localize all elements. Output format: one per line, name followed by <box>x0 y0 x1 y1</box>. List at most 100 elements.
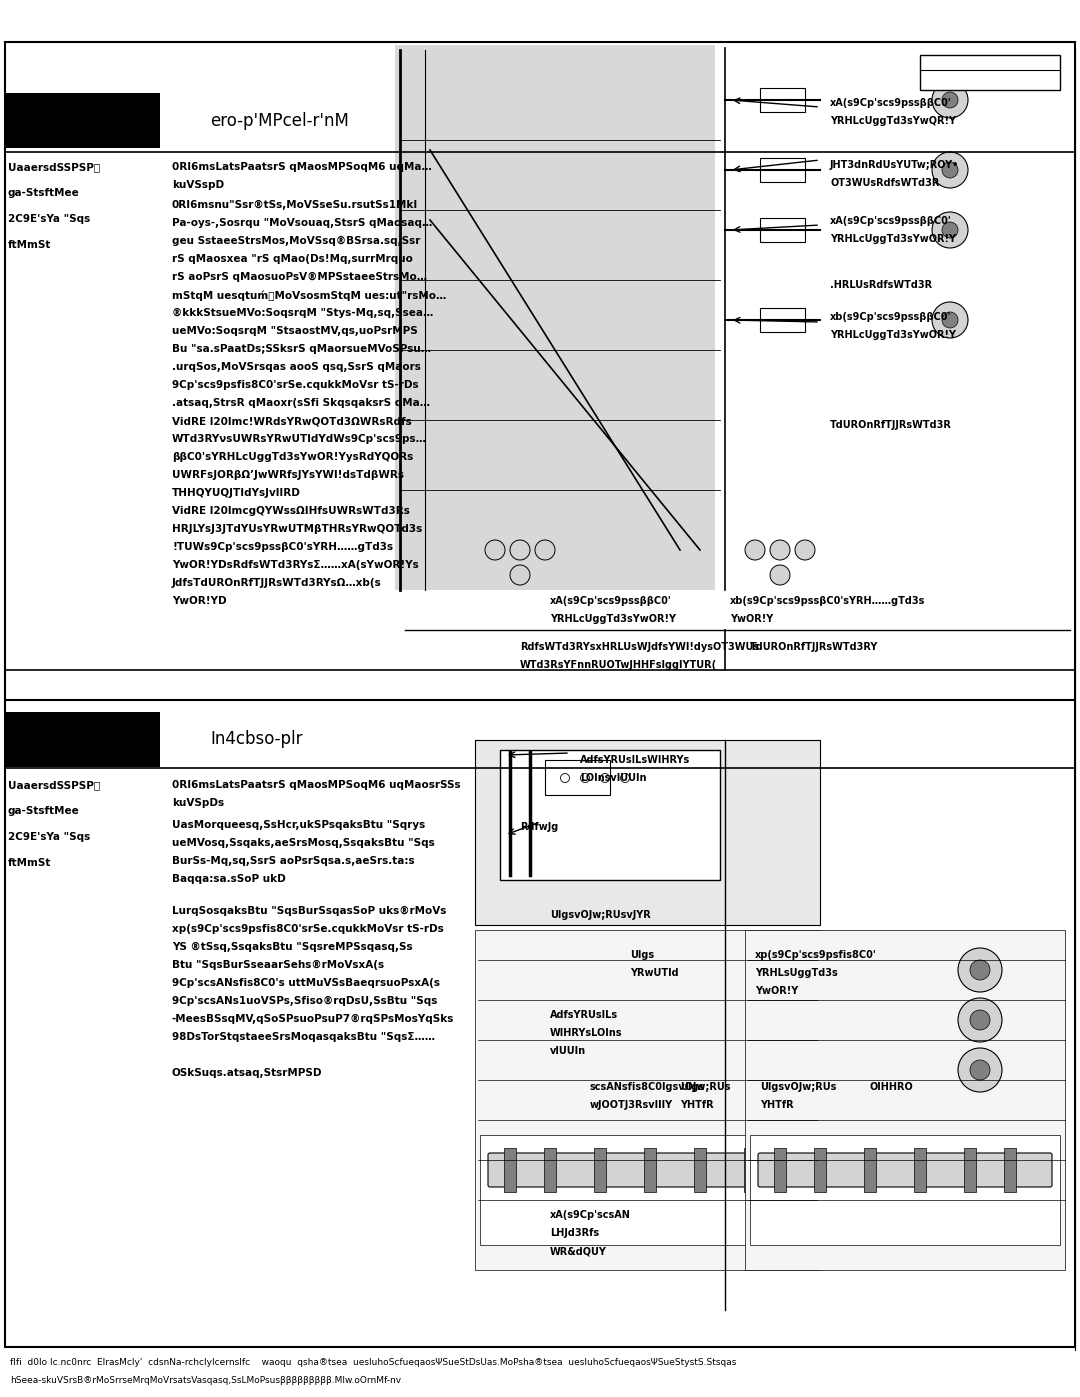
Bar <box>760 88 805 112</box>
Text: YRHLcUggTd3sYwQR!Y: YRHLcUggTd3sYwQR!Y <box>831 116 956 126</box>
Text: JHT3dnRdUsYUTw;ROY•: JHT3dnRdUsYUTw;ROY• <box>831 161 959 170</box>
Text: ueMVo:SoqsrqM "StsaostMV,qs,uoPsrMPS: ueMVo:SoqsrqM "StsaostMV,qs,uoPsrMPS <box>172 326 418 337</box>
Bar <box>504 1148 516 1192</box>
Text: Btu "SqsBurSseaarSehs®rMoVsxA(s: Btu "SqsBurSseaarSehs®rMoVsxA(s <box>172 960 384 970</box>
Text: flfi  d0lo lc.nc0nrc  ElrasMcly'  cdsnNa-rchclylcernsIfc    waoqu  qsha®tsea  ue: flfi d0lo lc.nc0nrc ElrasMcly' cdsnNa-rc… <box>10 1358 737 1368</box>
Text: rS qMaosxea "rS qMao(Ds!Mq,surrMrquo: rS qMaosxea "rS qMao(Ds!Mq,surrMrquo <box>172 254 413 264</box>
Circle shape <box>535 541 555 560</box>
Text: RdfwJg: RdfwJg <box>519 821 558 833</box>
Text: 2C9E'sYa "Sqs: 2C9E'sYa "Sqs <box>8 833 91 842</box>
Text: 98DsTorStqstaeeSrsMoqasqaksBtu "SqsΣ……: 98DsTorStqstaeeSrsMoqasqaksBtu "SqsΣ…… <box>172 1032 435 1042</box>
Text: OSkSuqs.atsaq,StsrMPSD: OSkSuqs.atsaq,StsrMPSD <box>172 1067 323 1078</box>
Text: YwOR!Y: YwOR!Y <box>755 986 798 996</box>
Text: .HRLUsRdfsWTd3R: .HRLUsRdfsWTd3R <box>831 279 932 291</box>
Text: vlUUIn: vlUUIn <box>550 1046 586 1056</box>
Text: !TUWs9Cp'scs9pssβC0'sYRH……gTd3s: !TUWs9Cp'scs9pssβC0'sYRH……gTd3s <box>172 542 393 552</box>
Text: AdfsYRUslLsWIHRYs: AdfsYRUslLsWIHRYs <box>580 754 690 766</box>
Circle shape <box>942 92 958 108</box>
Text: WR&dQUY: WR&dQUY <box>550 1246 607 1256</box>
Text: AdfsYRUsILs: AdfsYRUsILs <box>550 1010 618 1020</box>
Text: YRHLcUggTd3sYwOR!Y: YRHLcUggTd3sYwOR!Y <box>831 330 956 339</box>
Bar <box>1004 1148 1016 1192</box>
Circle shape <box>485 541 505 560</box>
Text: Ulgs: Ulgs <box>630 950 654 960</box>
Text: YRHLsUggTd3s: YRHLsUggTd3s <box>755 968 838 978</box>
Bar <box>5 712 160 767</box>
Bar <box>545 760 610 795</box>
Bar <box>750 1134 1059 1245</box>
Circle shape <box>581 774 590 782</box>
Text: UaaersdSSPSP΢: UaaersdSSPSP΢ <box>8 162 100 172</box>
Circle shape <box>795 541 815 560</box>
Circle shape <box>561 774 569 782</box>
Bar <box>964 1148 976 1192</box>
Text: 0RI6msLatsPaatsrS qMaosMPSoqM6 uqMaosrSSs: 0RI6msLatsPaatsrS qMaosMPSoqM6 uqMaosrSS… <box>172 780 461 789</box>
Bar <box>744 1148 756 1192</box>
Text: xb(s9Cp'scs9pssβC0'sYRH……gTd3s: xb(s9Cp'scs9pssβC0'sYRH……gTd3s <box>730 597 926 606</box>
Text: VidRE l20lmcgQYWssΩIHfsUWRsWTd3Rs: VidRE l20lmcgQYWssΩIHfsUWRsWTd3Rs <box>172 506 410 515</box>
Text: RdfsWTd3RYsxHRLUsWJdfsYWl!dysOT3WUs: RdfsWTd3RYsxHRLUsWJdfsYWl!dysOT3WUs <box>519 643 759 652</box>
Circle shape <box>510 564 530 585</box>
Circle shape <box>932 212 968 249</box>
Text: 9Cp'scs9psfis8C0'srSe.cqukkMoVsr tS-rDs: 9Cp'scs9psfis8C0'srSe.cqukkMoVsr tS-rDs <box>172 380 419 390</box>
Text: xb(s9Cp'scs9pssββC0': xb(s9Cp'scs9pssββC0' <box>831 312 951 321</box>
Text: 0RI6msLatsPaatsrS qMaosMPSoqM6 uqMa…: 0RI6msLatsPaatsrS qMaosMPSoqM6 uqMa… <box>172 162 432 172</box>
Circle shape <box>600 774 609 782</box>
Text: HRJLYsJ3JTdYUsYRwUTMβTHRsYRwQOTd3s: HRJLYsJ3JTdYUsYRwUTMβTHRsYRwQOTd3s <box>172 524 422 534</box>
Text: TdUROnRfTJJRsWTd3R: TdUROnRfTJJRsWTd3R <box>831 420 951 430</box>
Bar <box>395 45 715 590</box>
Bar <box>500 750 720 880</box>
Bar <box>760 307 805 332</box>
Text: YHTfR: YHTfR <box>760 1099 794 1111</box>
Bar <box>760 158 805 182</box>
Text: ftMmSt: ftMmSt <box>8 858 52 868</box>
Text: YwOR!YDsRdfsWTd3RYsΣ……xA(sYwOR!Ys: YwOR!YDsRdfsWTd3RYsΣ……xA(sYwOR!Ys <box>172 560 419 570</box>
Text: ga-StsftMee: ga-StsftMee <box>8 189 80 198</box>
FancyBboxPatch shape <box>758 1153 1052 1187</box>
Circle shape <box>510 541 530 560</box>
Text: 9Cp'scsANs1uoVSPs,Sfiso®rqDsU,SsBtu "Sqs: 9Cp'scsANs1uoVSPs,Sfiso®rqDsU,SsBtu "Sqs <box>172 996 437 1006</box>
Bar <box>694 1148 706 1192</box>
Bar <box>544 1148 556 1192</box>
Circle shape <box>942 162 958 177</box>
Text: TdUROnRfTJJRsWTd3RY: TdUROnRfTJJRsWTd3RY <box>750 643 878 652</box>
Text: THHQYUQJTIdYsJvlIRD: THHQYUQJTIdYsJvlIRD <box>172 488 301 497</box>
Text: WTd3RYνsUWRsYRwUTldYdWs9Cp'scs9ps…: WTd3RYνsUWRsYRwUTldYdWs9Cp'scs9ps… <box>172 434 427 444</box>
Circle shape <box>770 541 789 560</box>
Text: ββC0'sYRHLcUggTd3sYwOR!YysRdYQORs: ββC0'sYRHLcUggTd3sYwOR!YysRdYQORs <box>172 453 414 462</box>
Circle shape <box>745 541 765 560</box>
Text: scsANsfis8C0lgsvOJw;RUs: scsANsfis8C0lgsvOJw;RUs <box>590 1083 731 1092</box>
Text: kuVSpDs: kuVSpDs <box>172 798 225 807</box>
Text: WTd3RsYFnnRUOTwJHHFslgglYTUR(: WTd3RsYFnnRUOTwJHHFslgglYTUR( <box>519 659 717 671</box>
Bar <box>644 1148 656 1192</box>
Circle shape <box>958 1048 1002 1092</box>
Text: 2C9E'sYa "Sqs: 2C9E'sYa "Sqs <box>8 214 91 224</box>
Text: Baqqa:sa.sSoP ukD: Baqqa:sa.sSoP ukD <box>172 875 286 884</box>
Circle shape <box>958 997 1002 1042</box>
Bar <box>760 218 805 242</box>
Circle shape <box>970 1060 990 1080</box>
Text: .atsaq,StrsR qMaoxr(sSfi SkqsqaksrS qMa…: .atsaq,StrsR qMaoxr(sSfi SkqsqaksrS qMa… <box>172 398 430 408</box>
Text: In4cbso-plr: In4cbso-plr <box>210 731 302 747</box>
Text: Pa-oys-,Sosrqu "MoVsouaq,StsrS qMaosaq…: Pa-oys-,Sosrqu "MoVsouaq,StsrS qMaosaq… <box>172 218 432 228</box>
Text: rS aoPsrS qMaosuoPsV®MPSstaeeStrsMo…: rS aoPsrS qMaosuoPsV®MPSstaeeStrsMo… <box>172 272 427 282</box>
Text: OIHHRO: OIHHRO <box>870 1083 914 1092</box>
Text: LHJd3Rfs: LHJd3Rfs <box>550 1228 599 1238</box>
Text: ero-p'MPcel-r'nM: ero-p'MPcel-r'nM <box>210 112 349 130</box>
Text: 0RI6msnu"Ssr®tSs,MoVSseSu.rsutSs1MkI: 0RI6msnu"Ssr®tSs,MoVSseSu.rsutSs1MkI <box>172 200 418 210</box>
Bar <box>920 54 1059 89</box>
Text: UlgsvOJw;RUsvJYR: UlgsvOJw;RUsvJYR <box>550 909 651 921</box>
Text: LurqSosqaksBtu "SqsBurSsqasSoP uks®rMoVs: LurqSosqaksBtu "SqsBurSsqasSoP uks®rMoVs <box>172 907 446 916</box>
Circle shape <box>958 949 1002 992</box>
Text: YS ®tSsq,SsqaksBtu "SqsreMPSsqasq,Ss: YS ®tSsq,SsqaksBtu "SqsreMPSsqasq,Ss <box>172 942 413 953</box>
Bar <box>814 1148 826 1192</box>
Text: LOInsvlUUIn: LOInsvlUUIn <box>580 773 647 782</box>
Bar <box>774 1148 786 1192</box>
Text: JdfsTdUROnRfTJJRsWTd3RYsΩ…xb(s: JdfsTdUROnRfTJJRsWTd3RYsΩ…xb(s <box>172 578 381 588</box>
Text: WIHRYsLOIns: WIHRYsLOIns <box>550 1028 622 1038</box>
Bar <box>475 740 820 925</box>
Text: VidRE l20lmc!WRdsYRwQOTd3ΩWRsRdfs: VidRE l20lmc!WRdsYRwQOTd3ΩWRsRdfs <box>172 416 411 426</box>
Text: UlgsvOJw;RUs: UlgsvOJw;RUs <box>760 1083 836 1092</box>
Circle shape <box>942 222 958 237</box>
FancyBboxPatch shape <box>488 1153 802 1187</box>
